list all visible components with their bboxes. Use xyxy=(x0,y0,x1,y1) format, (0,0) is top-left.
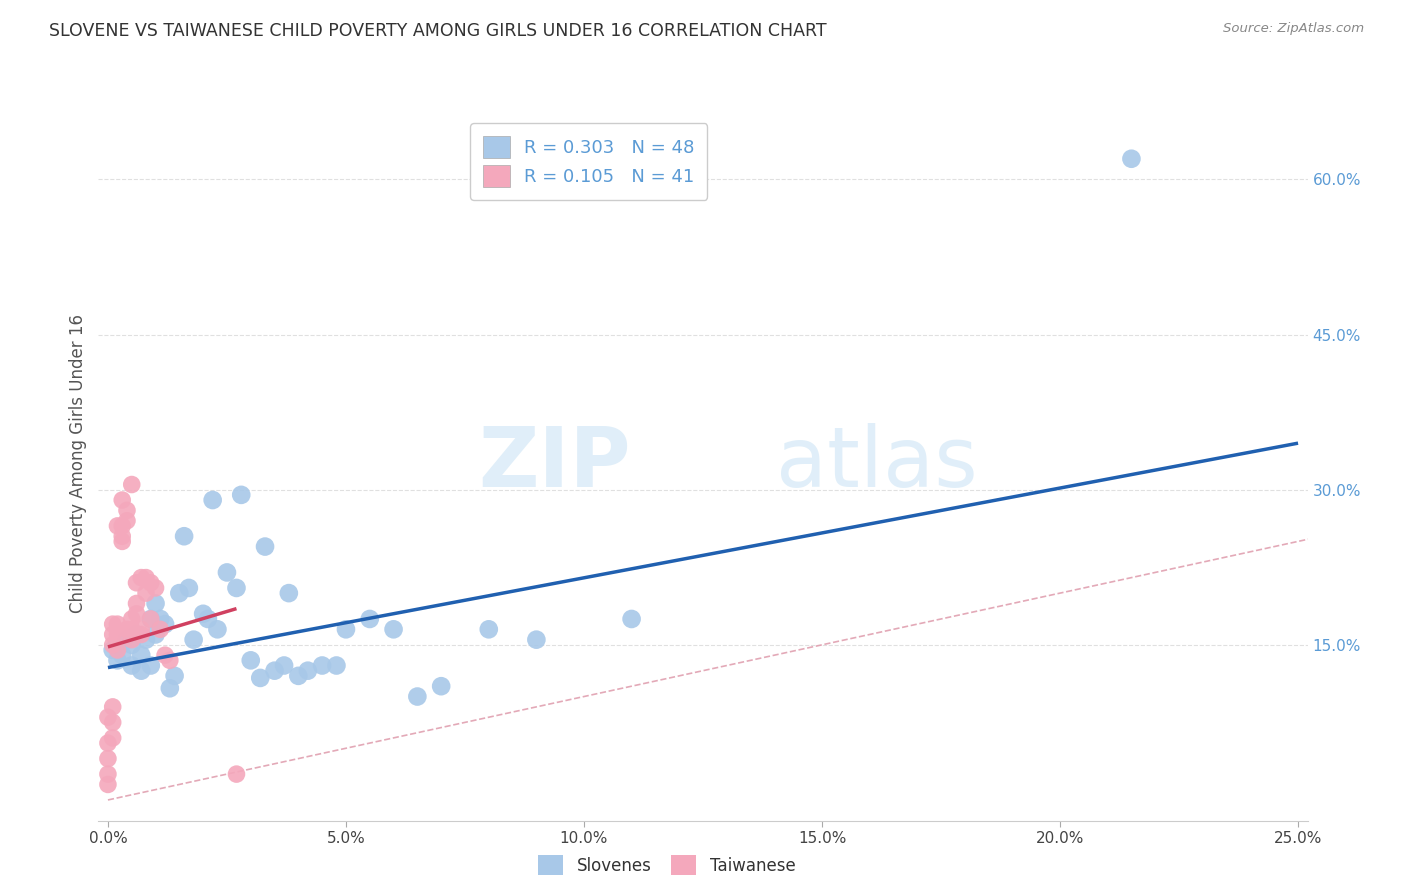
Point xyxy=(406,690,429,704)
Point xyxy=(430,679,453,693)
Point xyxy=(129,623,152,637)
Point xyxy=(139,612,162,626)
Point xyxy=(207,623,229,637)
Point xyxy=(111,648,134,662)
Point xyxy=(121,632,143,647)
Point xyxy=(149,612,172,626)
Point xyxy=(107,653,129,667)
Point xyxy=(125,597,148,611)
Point xyxy=(620,612,643,626)
Point xyxy=(177,581,200,595)
Point xyxy=(121,612,143,626)
Point xyxy=(225,581,247,595)
Point xyxy=(107,643,129,657)
Point xyxy=(135,586,157,600)
Text: atlas: atlas xyxy=(776,424,977,504)
Point xyxy=(97,767,120,781)
Point xyxy=(169,586,191,600)
Point xyxy=(277,586,299,600)
Point xyxy=(1121,152,1143,166)
Point xyxy=(239,653,262,667)
Point xyxy=(153,617,176,632)
Point xyxy=(145,627,167,641)
Point xyxy=(129,648,152,662)
Point xyxy=(135,571,157,585)
Point xyxy=(139,575,162,590)
Point xyxy=(121,623,143,637)
Point xyxy=(145,597,167,611)
Point xyxy=(524,632,547,647)
Point xyxy=(107,617,129,632)
Text: ZIP: ZIP xyxy=(478,424,630,504)
Point xyxy=(111,519,134,533)
Point xyxy=(115,632,138,647)
Point xyxy=(97,777,120,791)
Point xyxy=(197,612,219,626)
Point xyxy=(249,671,271,685)
Point xyxy=(139,658,162,673)
Point xyxy=(101,617,124,632)
Text: SLOVENE VS TAIWANESE CHILD POVERTY AMONG GIRLS UNDER 16 CORRELATION CHART: SLOVENE VS TAIWANESE CHILD POVERTY AMONG… xyxy=(49,22,827,40)
Point xyxy=(129,571,152,585)
Point xyxy=(263,664,285,678)
Point xyxy=(121,658,143,673)
Point xyxy=(135,632,157,647)
Text: Source: ZipAtlas.com: Source: ZipAtlas.com xyxy=(1223,22,1364,36)
Point xyxy=(191,607,214,621)
Point xyxy=(125,575,148,590)
Point xyxy=(382,623,405,637)
Point xyxy=(215,566,238,580)
Point xyxy=(111,493,134,508)
Point xyxy=(159,653,181,667)
Point xyxy=(311,658,333,673)
Point xyxy=(231,488,253,502)
Point xyxy=(149,623,172,637)
Point xyxy=(129,627,152,641)
Legend: Slovenes, Taiwanese: Slovenes, Taiwanese xyxy=(530,847,804,884)
Point xyxy=(101,699,124,714)
Point xyxy=(97,736,120,750)
Point xyxy=(125,627,148,641)
Point xyxy=(163,669,186,683)
Point xyxy=(107,627,129,641)
Point xyxy=(101,627,124,641)
Point xyxy=(101,638,124,652)
Point xyxy=(183,632,205,647)
Point xyxy=(359,612,381,626)
Point xyxy=(111,529,134,543)
Point xyxy=(101,643,124,657)
Point xyxy=(97,751,120,765)
Point xyxy=(254,540,277,554)
Point xyxy=(201,493,224,508)
Point xyxy=(139,612,162,626)
Point xyxy=(297,664,319,678)
Point xyxy=(225,767,247,781)
Point xyxy=(115,503,138,517)
Point xyxy=(287,669,309,683)
Point xyxy=(325,658,347,673)
Point xyxy=(478,623,501,637)
Point xyxy=(101,731,124,745)
Point xyxy=(153,648,176,662)
Point xyxy=(107,519,129,533)
Point xyxy=(145,581,167,595)
Point xyxy=(97,710,120,724)
Point xyxy=(115,514,138,528)
Point xyxy=(101,715,124,730)
Point xyxy=(159,681,181,696)
Point xyxy=(121,477,143,491)
Point xyxy=(111,534,134,549)
Point xyxy=(129,664,152,678)
Point xyxy=(335,623,357,637)
Point xyxy=(273,658,295,673)
Point xyxy=(125,607,148,621)
Y-axis label: Child Poverty Among Girls Under 16: Child Poverty Among Girls Under 16 xyxy=(69,314,87,614)
Point xyxy=(121,638,143,652)
Point xyxy=(173,529,195,543)
Point xyxy=(115,623,138,637)
